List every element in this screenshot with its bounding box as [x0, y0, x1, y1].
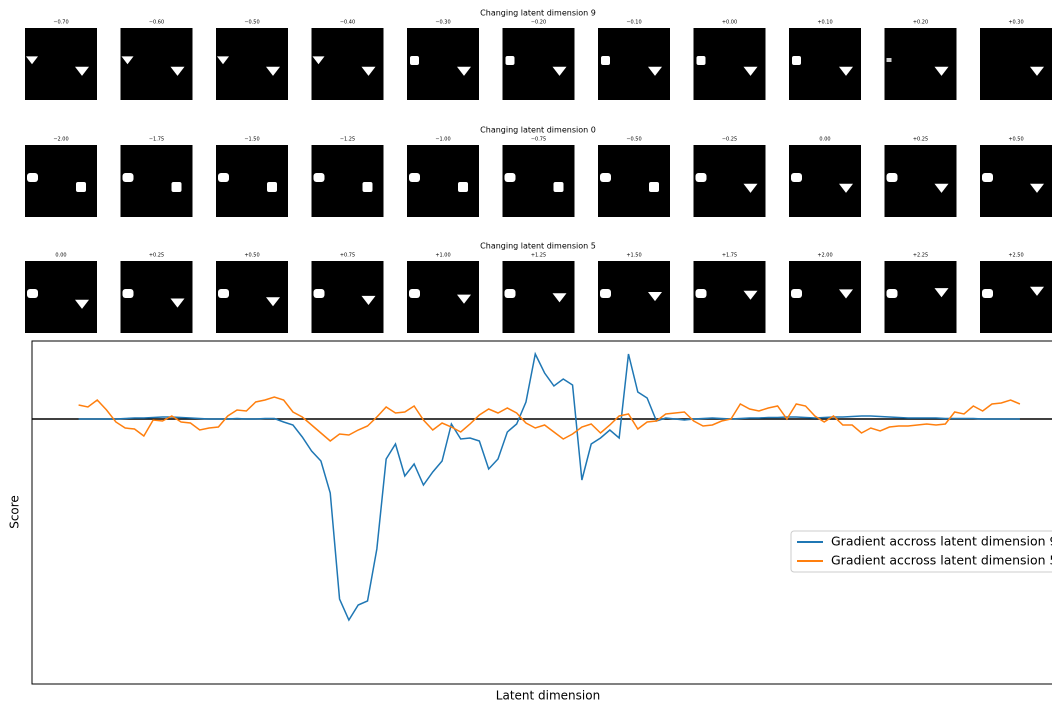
row-title: Changing latent dimension 5: [480, 242, 596, 251]
shape: [218, 289, 229, 298]
shape: [314, 173, 325, 182]
shape: [409, 289, 420, 298]
shape: [458, 182, 468, 192]
shape: [600, 289, 611, 298]
panel-label: +0.25: [149, 253, 164, 259]
panel-label: −0.75: [531, 137, 546, 143]
panel-image: [885, 28, 957, 100]
shape: [409, 173, 420, 182]
panel-label: +1.00: [435, 253, 450, 259]
shape: [410, 56, 419, 65]
panel-label: +2.50: [1008, 253, 1023, 259]
panel-label: −1.25: [340, 137, 355, 143]
panel-label: −1.00: [435, 137, 450, 143]
shape: [696, 173, 707, 182]
shape: [27, 173, 38, 182]
panel-label: −0.40: [340, 20, 355, 26]
figure: Changing latent dimension 9 −0.70 −0.60 −0.…: [0, 0, 1052, 704]
panel-label: −0.20: [531, 20, 546, 26]
panel-label: +0.50: [244, 253, 259, 259]
panel-label: +0.25: [913, 137, 928, 143]
panel-label: −0.50: [244, 20, 259, 26]
shape: [76, 182, 86, 192]
shape: [887, 289, 898, 298]
shape: [649, 182, 659, 192]
panel-label: +0.00: [722, 20, 737, 26]
panel-image: [121, 28, 193, 100]
panel-label: +2.00: [817, 253, 832, 259]
panel-label: +1.50: [626, 253, 641, 259]
row-title: Changing latent dimension 9: [480, 9, 596, 18]
panel-label: +0.20: [913, 20, 928, 26]
shape: [314, 289, 325, 298]
shape: [982, 289, 993, 298]
legend-label: Gradient accross latent dimension 9: [831, 534, 1052, 549]
shape: [697, 56, 706, 65]
panel-label: −0.50: [626, 137, 641, 143]
panel-label: −1.50: [244, 137, 259, 143]
page: {"panels": [ {"title": "Changing latent …: [0, 0, 1052, 704]
shape: [696, 289, 707, 298]
panel-image: [216, 28, 288, 100]
shape: [792, 56, 801, 65]
shape: [27, 289, 38, 298]
panel-label: −0.10: [626, 20, 641, 26]
shape: [887, 173, 898, 182]
panel-label: −0.70: [53, 20, 68, 26]
shape: [218, 173, 229, 182]
x-axis-label: Latent dimension: [496, 689, 600, 703]
shape: [363, 182, 373, 192]
shape: [601, 56, 610, 65]
panel-label: −2.00: [53, 137, 68, 143]
panel-label: −0.60: [149, 20, 164, 26]
shape: [791, 289, 802, 298]
panel-label: 0.00: [819, 137, 830, 143]
panel-image: [980, 28, 1052, 100]
panel-label: +0.75: [340, 253, 355, 259]
shape: [600, 173, 611, 182]
shape: [791, 173, 802, 182]
row-title: Changing latent dimension 0: [480, 126, 596, 135]
legend: Gradient accross latent dimension 9 Gradi…: [791, 531, 1052, 572]
panel-image: [25, 28, 97, 100]
line-series: [79, 354, 1020, 620]
shape: [982, 173, 993, 182]
shape: [172, 182, 182, 192]
panel-label: +0.50: [1008, 137, 1023, 143]
legend-label: Gradient accross latent dimension 5: [831, 553, 1052, 568]
shape: [506, 56, 515, 65]
shape: [123, 289, 134, 298]
panel-label: −1.75: [149, 137, 164, 143]
panel-image: [312, 28, 384, 100]
panel-label: +1.25: [531, 253, 546, 259]
panel-label: −0.30: [435, 20, 450, 26]
panel-label: +1.75: [722, 253, 737, 259]
panel-label: +2.25: [913, 253, 928, 259]
panel-label: 0.00: [55, 253, 66, 259]
panel-label: +0.10: [817, 20, 832, 26]
plot-frame: [32, 341, 1052, 684]
panel-label: +0.30: [1008, 20, 1023, 26]
shape: [123, 173, 134, 182]
y-axis-label: Score: [8, 495, 22, 529]
shape: [505, 173, 516, 182]
shape: [505, 289, 516, 298]
shape: [887, 58, 892, 62]
shape: [267, 182, 277, 192]
shape: [554, 182, 564, 192]
panel-label: −0.25: [722, 137, 737, 143]
